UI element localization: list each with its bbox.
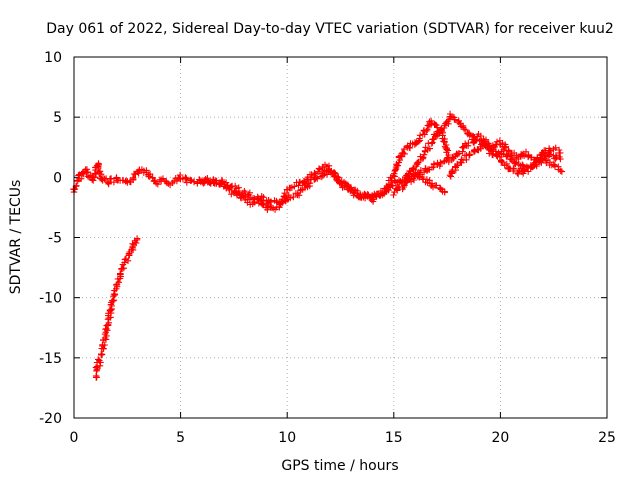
y-tick-label: -10 (39, 291, 62, 307)
axis-ticks: 0 5 10 15 20 25 -20 -15 -10 -5 0 5 10 (39, 50, 616, 446)
marker-trace (446, 137, 564, 180)
marker-trace (92, 235, 141, 381)
chart-title: Day 061 of 2022, Sidereal Day-to-day VTE… (46, 21, 614, 37)
y-tick-label: -20 (39, 411, 62, 427)
y-tick-label: 0 (53, 170, 62, 186)
data-series (70, 110, 566, 381)
x-tick-label: 25 (598, 430, 616, 446)
y-tick-label: 10 (44, 50, 62, 66)
plot-frame (73, 56, 608, 419)
series-track-e (446, 137, 564, 180)
x-tick-label: 20 (491, 430, 509, 446)
series-track-f (92, 235, 141, 381)
x-tick-label: 0 (70, 430, 79, 446)
y-tick-label: -15 (39, 351, 62, 367)
y-axis-label: SDTVAR / TECUs (8, 180, 24, 295)
grid (74, 57, 607, 418)
x-tick-label: 5 (176, 430, 185, 446)
x-axis-label: GPS time / hours (281, 458, 398, 474)
y-tick-label: 5 (53, 110, 62, 126)
y-tick-label: -5 (48, 231, 62, 247)
x-tick-label: 10 (278, 430, 296, 446)
x-tick-label: 15 (385, 430, 403, 446)
